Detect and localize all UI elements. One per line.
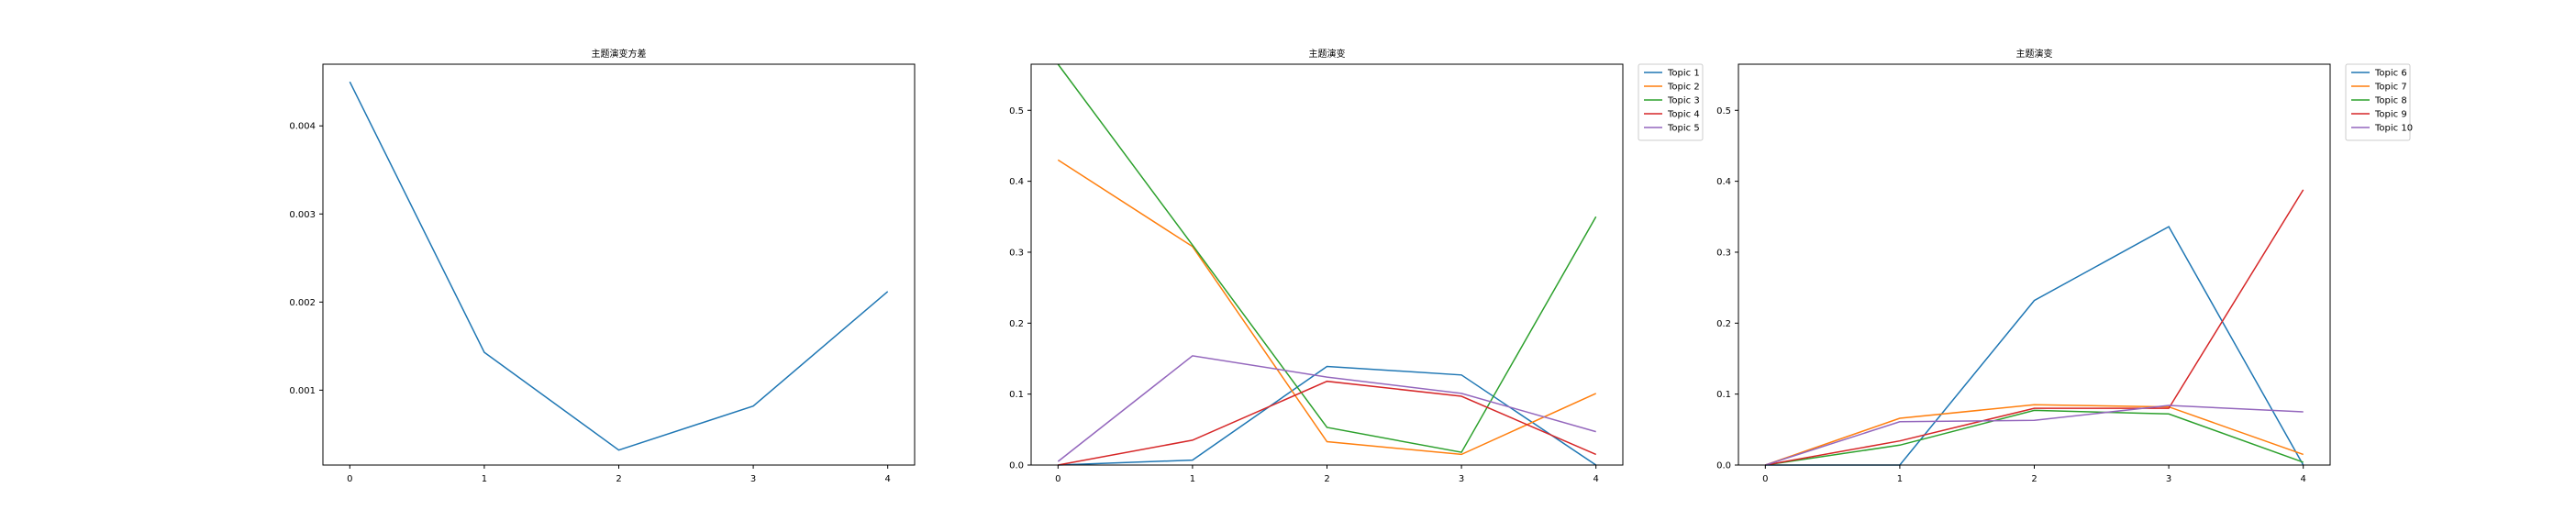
chart-panel-1: 主题演变方差 0 1 2 3 4 0.001 0.002 0.003 0.004 xyxy=(289,48,916,484)
y-tick-label: 0.0 xyxy=(1716,461,1731,471)
x-tick-label: 3 xyxy=(2166,474,2171,484)
y-tick-label: 0.002 xyxy=(289,298,316,308)
legend: Topic 6 Topic 7 Topic 8 Topic 9 Topic 10 xyxy=(2345,63,2413,141)
series-group xyxy=(1765,189,2304,466)
legend-label-topic-8: Topic 8 xyxy=(2374,96,2407,106)
axes-frame xyxy=(1030,63,1624,466)
x-tick-label: 1 xyxy=(1897,474,1903,484)
y-tick-label: 0.5 xyxy=(1009,106,1024,116)
y-tick-label: 0.3 xyxy=(1716,248,1731,258)
x-tick-label: 3 xyxy=(1459,474,1464,484)
y-tick-label: 0.5 xyxy=(1716,106,1731,116)
x-tick-label: 4 xyxy=(2300,474,2305,484)
legend-label-topic-5: Topic 5 xyxy=(1667,124,1700,134)
x-tick-label: 0 xyxy=(1762,474,1768,484)
y-tick-label: 0.2 xyxy=(1009,319,1024,329)
series-group xyxy=(1057,63,1597,466)
chart-title: 主题演变 xyxy=(2016,48,2053,60)
series-line-topic-4 xyxy=(1058,380,1596,466)
series-group xyxy=(349,81,889,451)
x-tick-label: 0 xyxy=(1055,474,1060,484)
x-tick-label: 2 xyxy=(1324,474,1329,484)
legend-label-topic-4: Topic 4 xyxy=(1667,110,1700,120)
series-line-topic-3 xyxy=(1057,63,1597,453)
y-tick-label: 0.4 xyxy=(1716,177,1731,187)
x-tick-label: 1 xyxy=(1190,474,1195,484)
legend-label-topic-3: Topic 3 xyxy=(1667,96,1700,106)
legend: Topic 1 Topic 2 Topic 3 Topic 4 Topic 5 xyxy=(1638,63,1704,141)
y-tick-label: 0.1 xyxy=(1009,390,1024,400)
y-tick-label: 0.3 xyxy=(1009,248,1024,258)
series-line-1 xyxy=(349,81,889,451)
series-line-topic-7 xyxy=(1765,404,2304,466)
y-tick-label: 0.4 xyxy=(1009,177,1024,187)
legend-label-topic-1: Topic 1 xyxy=(1667,69,1700,79)
series-line-topic-8 xyxy=(1765,409,2304,466)
axes-frame xyxy=(322,63,916,466)
series-line-topic-5 xyxy=(1057,355,1596,462)
legend-label-topic-2: Topic 2 xyxy=(1667,83,1700,93)
x-tick-label: 4 xyxy=(884,474,890,484)
legend-label-topic-7: Topic 7 xyxy=(2374,83,2407,93)
y-tick-label: 0.004 xyxy=(289,122,316,132)
legend-label-topic-6: Topic 6 xyxy=(2374,69,2407,79)
legend-box xyxy=(1638,63,1704,141)
series-line-topic-10 xyxy=(1765,405,2304,466)
x-tick-label: 4 xyxy=(1593,474,1598,484)
legend-box xyxy=(2345,63,2411,141)
legend-label-topic-9: Topic 9 xyxy=(2374,110,2407,120)
series-line-topic-9 xyxy=(1765,189,2304,466)
y-tick-label: 0.1 xyxy=(1716,390,1731,400)
x-tick-label: 2 xyxy=(616,474,621,484)
y-tick-label: 0.0 xyxy=(1009,461,1024,471)
y-tick-label: 0.2 xyxy=(1716,319,1731,329)
series-line-topic-2 xyxy=(1057,159,1597,456)
x-tick-label: 1 xyxy=(482,474,487,484)
x-tick-label: 2 xyxy=(2031,474,2037,484)
series-line-topic-1 xyxy=(1058,365,1597,466)
chart-title: 主题演变方差 xyxy=(592,48,647,60)
y-tick-label: 0.001 xyxy=(289,386,316,396)
series-line-topic-6 xyxy=(1765,226,2304,466)
x-tick-label: 3 xyxy=(750,474,756,484)
chart-title: 主题演变 xyxy=(1309,48,1346,60)
y-tick-label: 0.003 xyxy=(289,210,316,220)
x-tick-label: 0 xyxy=(347,474,352,484)
legend-label-topic-10: Topic 10 xyxy=(2374,124,2413,134)
